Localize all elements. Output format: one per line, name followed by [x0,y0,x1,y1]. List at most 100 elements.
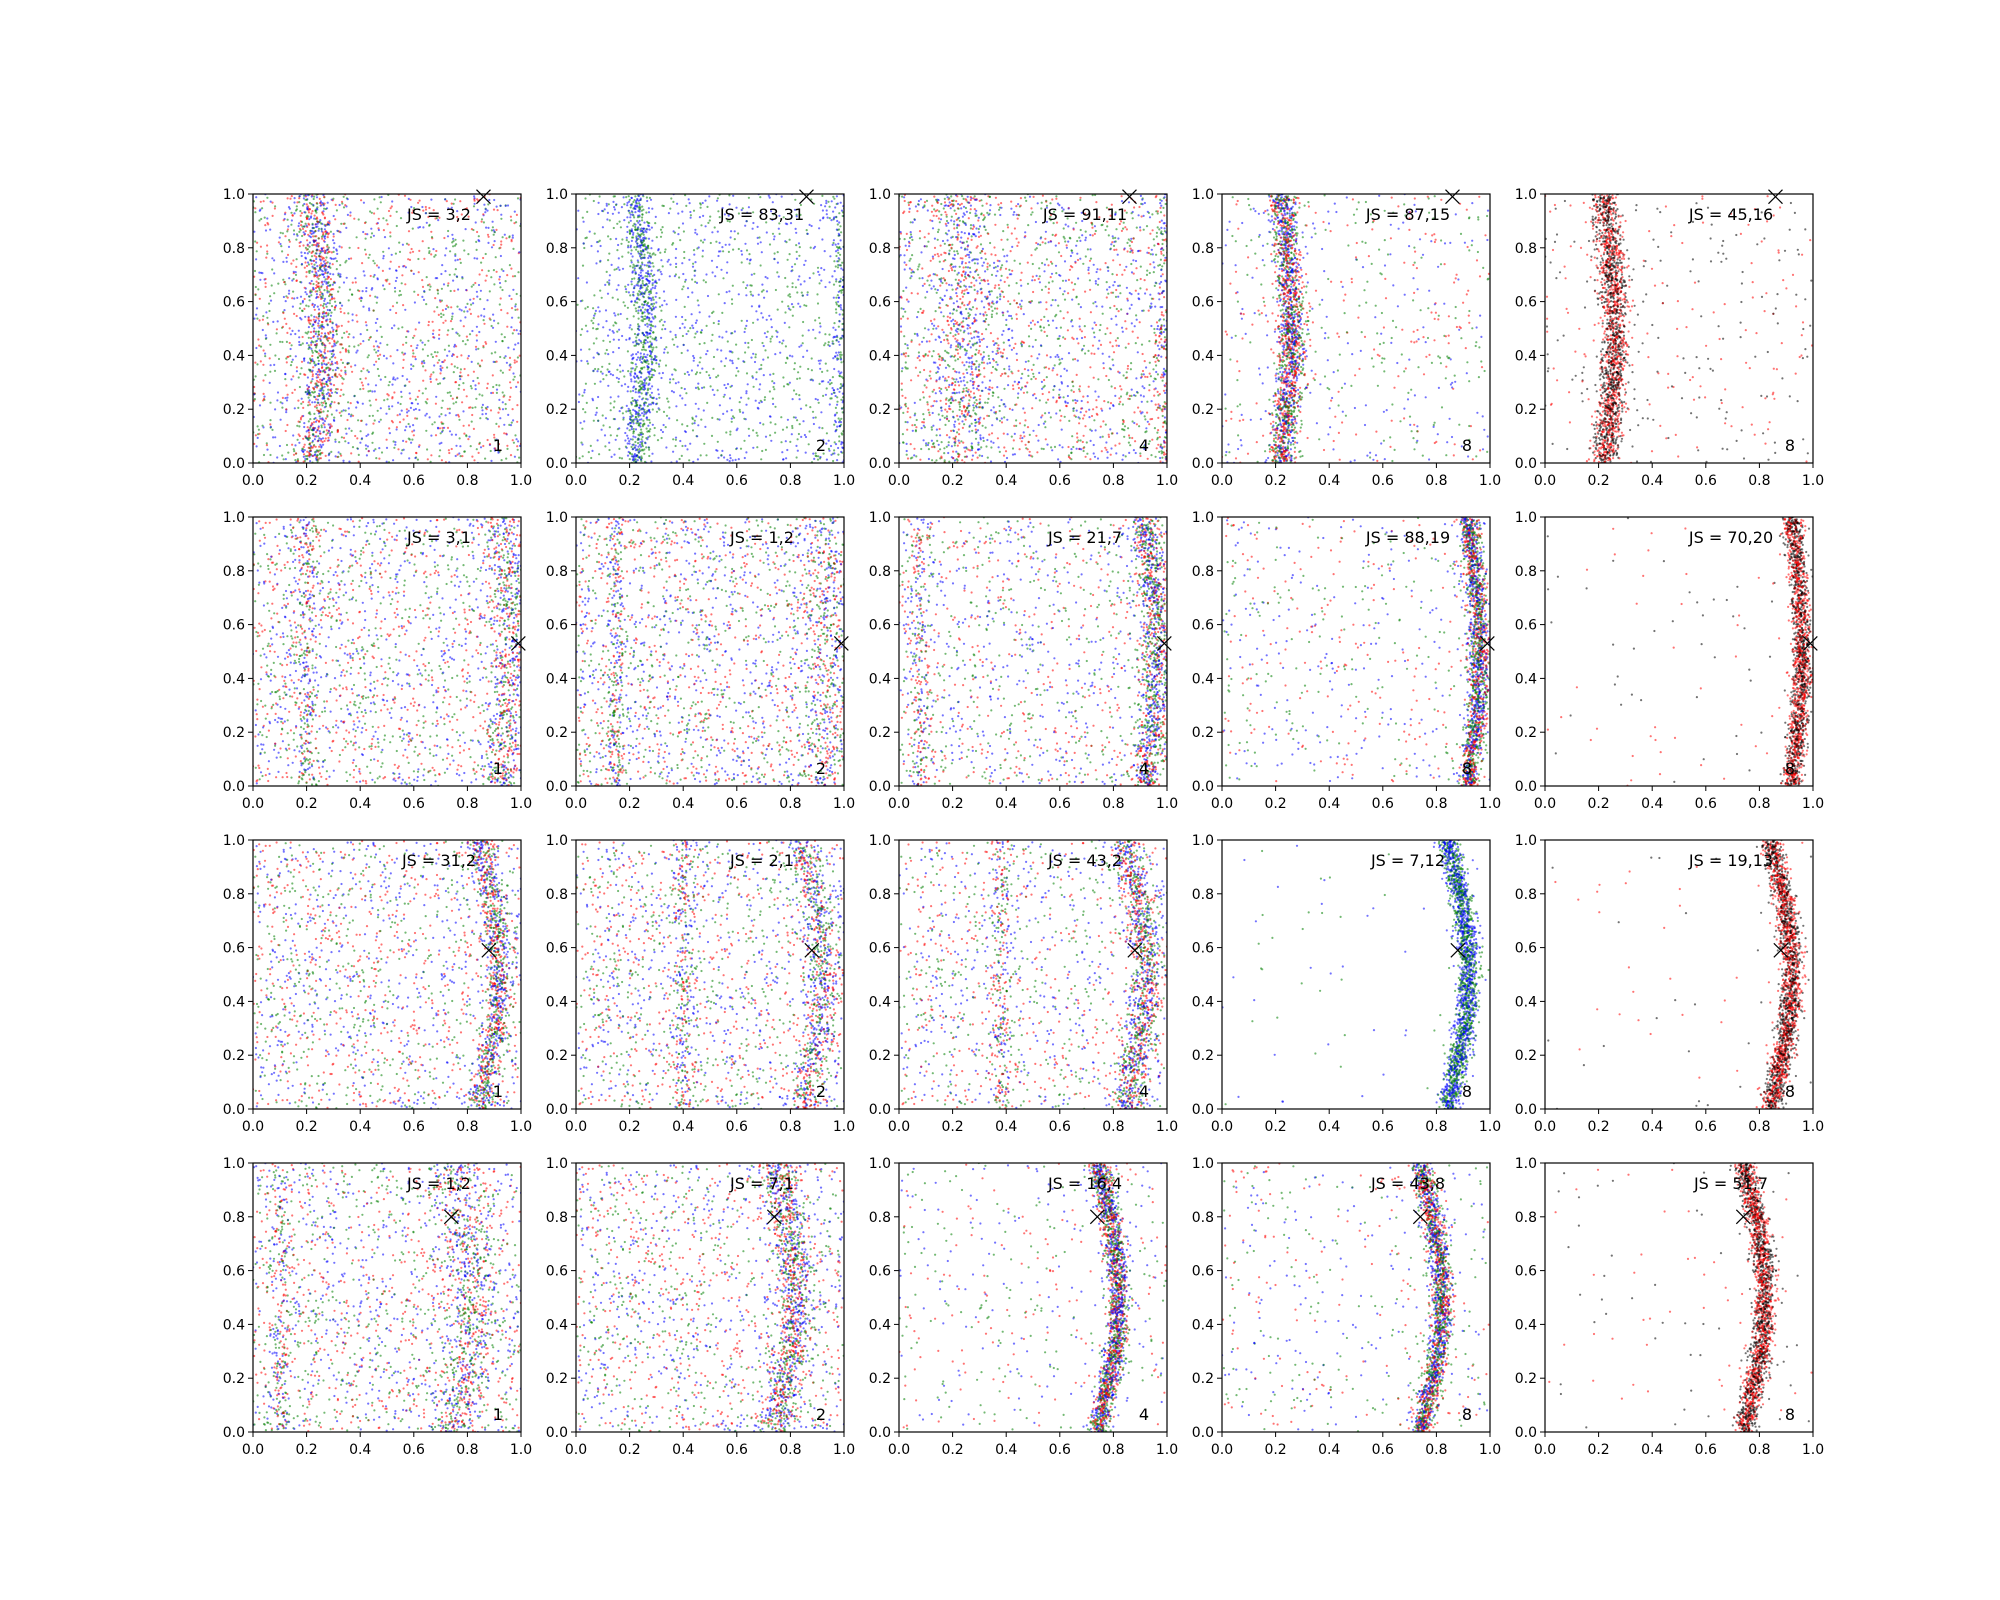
data-point [312,282,315,286]
data-point [309,331,313,334]
data-point [838,419,842,422]
data-point [314,209,317,213]
data-point [320,426,323,429]
data-point [616,330,619,333]
data-point [816,266,820,269]
data-point [634,458,637,461]
data-point [263,395,266,398]
data-point [287,355,290,358]
data-point [313,308,316,311]
data-point [320,281,323,284]
data-point [507,413,510,416]
data-point [651,253,654,256]
data-point [841,322,844,326]
data-point [729,359,732,362]
data-point [309,449,312,452]
data-point [292,277,295,281]
data-point [331,369,335,372]
data-point [408,380,411,383]
data-point [325,281,328,284]
data-point [446,366,449,369]
data-point [448,407,451,410]
data-point [467,253,470,256]
data-point [637,442,640,445]
data-point [669,330,672,333]
data-point [825,432,829,435]
data-point [262,392,265,395]
data-point [591,449,594,452]
data-point [310,262,313,265]
data-point [847,196,849,198]
data-point [457,387,460,390]
data-point [415,451,418,454]
data-point [792,416,796,419]
data-point [322,273,325,276]
data-point [615,322,618,325]
data-point [493,433,496,436]
data-point [649,403,653,406]
data-point [318,430,321,433]
data-point [255,196,258,199]
data-point [327,361,330,364]
data-point [708,374,711,377]
data-point [394,252,397,255]
data-point [447,344,450,347]
data-point [630,229,634,233]
data-point [635,422,638,425]
data-point [637,199,640,202]
data-point [283,213,287,216]
data-point [701,201,704,205]
data-point [825,458,829,461]
data-point [778,222,781,225]
data-point [308,201,311,205]
data-point [643,402,646,405]
data-point [642,414,645,418]
data-point [372,449,376,452]
data-point [710,339,713,342]
data-point [754,353,757,356]
data-point [425,429,428,432]
data-point [664,426,667,429]
data-point [723,393,726,396]
data-point [658,320,662,323]
data-point [516,197,520,200]
data-point [456,366,459,369]
data-point [503,394,506,397]
data-point [488,317,491,320]
data-point [310,347,313,350]
data-point [749,284,752,287]
data-point [464,316,467,319]
data-point [638,305,641,308]
data-point [711,333,714,336]
data-point [426,354,429,357]
data-point [648,370,651,373]
data-point [400,452,403,455]
data-point [691,422,694,425]
data-point [431,355,434,359]
data-point [683,256,686,260]
data-point [729,385,732,388]
data-point [769,421,772,424]
data-point [765,318,768,321]
data-point [627,209,631,212]
data-point [784,222,788,225]
data-point [298,340,301,344]
data-point [726,410,729,413]
data-point [438,359,441,362]
data-point [325,268,328,271]
data-point [618,410,621,413]
data-point [592,369,595,372]
y-tick-label: 1.0 [223,187,245,203]
data-point [839,277,842,280]
data-point [651,286,654,289]
data-point [458,308,461,311]
data-point [458,437,461,440]
data-point [665,303,668,306]
data-point [306,437,309,440]
data-point [637,433,640,436]
data-point [630,228,633,231]
data-point [675,265,678,269]
data-point [745,220,748,223]
js-annotation: JS = 3,2 [406,205,471,224]
data-point [253,398,256,401]
